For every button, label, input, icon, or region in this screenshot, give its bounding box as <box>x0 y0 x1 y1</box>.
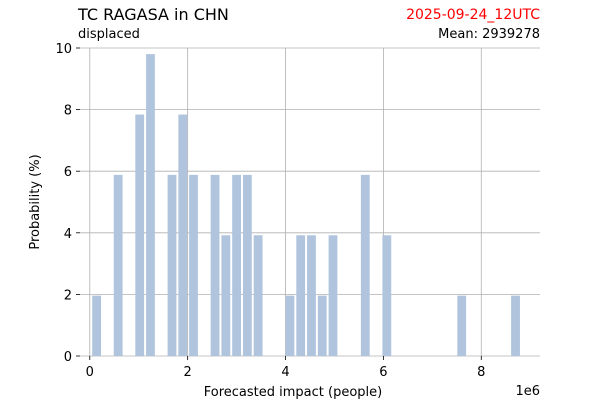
bar-14 <box>307 235 316 356</box>
bar-4 <box>167 174 177 356</box>
bar-2 <box>135 114 145 356</box>
bar-12 <box>285 295 295 356</box>
bar-6 <box>189 174 198 356</box>
y-axis-label: Probability (%) <box>28 154 43 249</box>
bar-17 <box>360 174 370 356</box>
bar-10 <box>242 174 252 356</box>
bar-9 <box>232 174 241 356</box>
x-tick-label: 2 <box>184 365 192 380</box>
chart-title: TC RAGASA in CHN <box>78 5 229 24</box>
bar-20 <box>511 295 520 356</box>
x-axis-offset-label: 1e6 <box>515 384 540 399</box>
bar-7 <box>210 174 220 356</box>
bar-5 <box>178 114 188 356</box>
y-tick-label: 10 <box>55 42 72 57</box>
y-tick-label: 4 <box>64 227 72 242</box>
bars <box>92 54 520 356</box>
bar-3 <box>146 54 155 356</box>
x-axis-label: Forecasted impact (people) <box>204 385 382 400</box>
bar-13 <box>296 235 306 356</box>
y-tick-label: 8 <box>64 104 72 119</box>
x-axis-ticks: 0 2 4 6 8 <box>86 356 485 380</box>
x-tick-label: 4 <box>281 365 289 380</box>
y-axis-ticks: 0 2 4 6 8 10 <box>55 42 80 365</box>
x-tick-label: 8 <box>477 365 485 380</box>
bar-18 <box>382 235 392 356</box>
bar-15 <box>317 295 327 356</box>
chart-subtitle: displaced <box>78 27 140 42</box>
bar-0 <box>92 295 102 356</box>
y-tick-label: 6 <box>64 165 72 180</box>
bar-16 <box>328 235 338 356</box>
y-tick-label: 0 <box>64 350 72 365</box>
x-tick-label: 0 <box>86 365 94 380</box>
bar-1 <box>113 174 123 356</box>
forecast-date: 2025-09-24_12UTC <box>406 7 540 23</box>
y-tick-label: 2 <box>64 288 72 303</box>
bar-8 <box>221 235 231 356</box>
bar-11 <box>253 235 263 356</box>
x-tick-label: 6 <box>379 365 387 380</box>
mean-value: Mean: 2939278 <box>438 27 540 42</box>
bar-19 <box>457 295 467 356</box>
